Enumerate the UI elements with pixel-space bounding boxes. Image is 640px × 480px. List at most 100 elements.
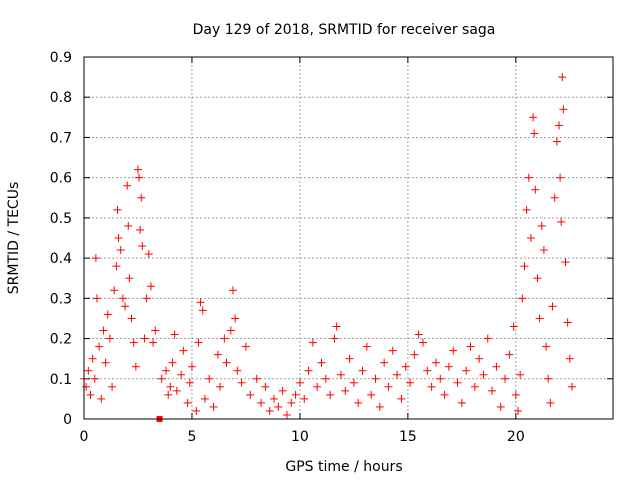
data-point: [142, 294, 151, 303]
data-point: [222, 358, 231, 367]
data-point: [179, 346, 188, 355]
data-point: [172, 386, 181, 395]
data-point: [449, 346, 458, 355]
y-tick-label: 0: [63, 412, 72, 428]
data-point: [112, 262, 121, 271]
data-point: [127, 314, 136, 323]
data-point: [557, 217, 566, 226]
data-point: [226, 326, 235, 335]
data-point: [304, 366, 313, 375]
data-point: [539, 246, 548, 255]
data-point: [257, 398, 266, 407]
data-point: [513, 406, 522, 415]
data-point: [457, 398, 466, 407]
plot-frame: [83, 56, 614, 420]
data-point: [516, 370, 525, 379]
x-tick-label: 10: [291, 429, 309, 445]
data-point: [548, 302, 557, 311]
data-point: [483, 334, 492, 343]
y-tick-label: 0.2: [50, 332, 72, 348]
data-point: [265, 406, 274, 415]
data-point: [187, 362, 196, 371]
data-point: [216, 382, 225, 391]
data-point: [185, 378, 194, 387]
data-point: [92, 294, 101, 303]
data-point: [414, 330, 423, 339]
data-point: [144, 250, 153, 259]
data-point: [565, 354, 574, 363]
data-point: [317, 358, 326, 367]
data-point: [526, 234, 535, 242]
data-point: [146, 282, 155, 291]
data-point: [406, 378, 415, 387]
ticks-layer: 0 5 10 15 20 0 0.1 0.2 0.3 0.4 0.5 0.6 0.7 0.8 0.9: [50, 50, 613, 445]
data-point: [166, 382, 175, 391]
data-point: [287, 398, 296, 407]
data-point: [157, 374, 166, 383]
data-point: [308, 338, 317, 347]
data-point: [332, 322, 341, 331]
data-point: [131, 362, 140, 371]
x-tick-label: 0: [80, 429, 89, 445]
data-point: [367, 390, 376, 399]
data-point: [183, 398, 192, 407]
data-point: [233, 366, 242, 375]
data-point: [431, 358, 440, 367]
data-point: [544, 374, 553, 383]
data-point: [470, 382, 479, 391]
data-point: [220, 334, 229, 343]
data-point: [453, 378, 462, 387]
data-point: [397, 394, 406, 403]
data-point: [436, 374, 445, 383]
data-point: [209, 402, 218, 411]
data-point: [567, 382, 576, 391]
data-point: [345, 354, 354, 363]
y-tick-label: 0.4: [50, 251, 72, 267]
data-point: [101, 358, 110, 367]
data-point: [300, 394, 309, 403]
data-point: [336, 370, 345, 379]
data-point: [393, 370, 402, 379]
data-point: [401, 362, 410, 371]
data-point: [95, 342, 104, 351]
data-point: [488, 386, 497, 395]
data-point: [524, 173, 533, 182]
y-axis-title: SRMTID / TECUs: [6, 182, 22, 295]
y-tick-label: 0.1: [50, 372, 72, 388]
data-point: [270, 394, 279, 403]
x-tick-label: 5: [187, 429, 196, 445]
data-point: [129, 338, 138, 347]
data-point: [118, 294, 127, 303]
data-point: [555, 121, 564, 130]
data-point: [384, 382, 393, 391]
data-point: [518, 294, 527, 303]
data-point: [371, 374, 380, 383]
data-point: [509, 322, 518, 331]
data-point: [330, 334, 339, 343]
data-point: [349, 378, 358, 387]
data-point: [511, 390, 520, 399]
data-point: [149, 338, 158, 347]
data-point: [198, 306, 207, 315]
data-point: [388, 346, 397, 355]
data-point: [537, 221, 546, 230]
data-point: [278, 386, 287, 395]
data-point: [177, 370, 186, 379]
data-point: [496, 402, 505, 411]
x-tick-label: 20: [507, 429, 525, 445]
data-point: [200, 394, 209, 403]
x-axis-title: GPS time / hours: [285, 459, 402, 475]
data-point: [423, 366, 432, 375]
data-point: [135, 173, 144, 182]
data-point: [535, 314, 544, 323]
data-point: [138, 242, 147, 251]
data-point: [313, 382, 322, 391]
data-point: [125, 274, 134, 283]
data-point: [246, 390, 255, 399]
data-point: [192, 406, 201, 415]
data-point: [140, 334, 149, 343]
data-point: [241, 342, 250, 351]
data-point: [88, 354, 97, 363]
data-point: [237, 378, 246, 387]
